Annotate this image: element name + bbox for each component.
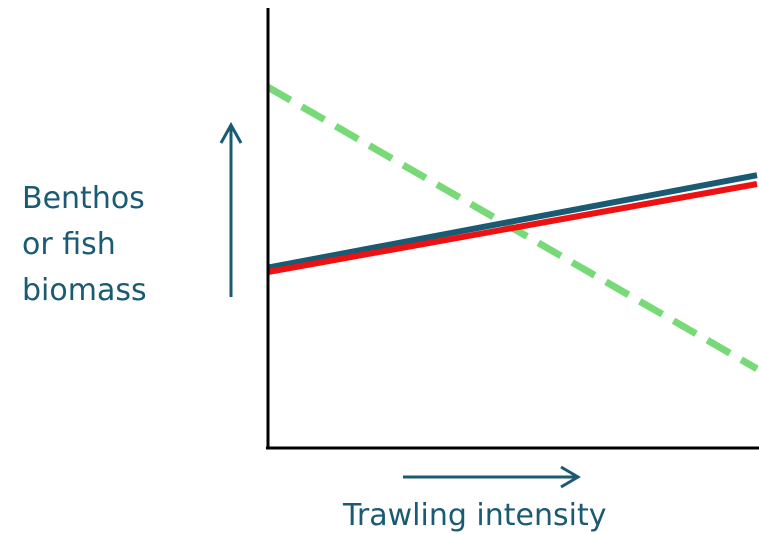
series-line-2	[267, 172, 758, 271]
x-axis-label: Trawling intensity	[342, 498, 607, 533]
y-axis-label-line-2: or fish	[22, 227, 116, 262]
y-direction-arrow	[219, 121, 243, 297]
x-direction-arrow	[403, 465, 581, 489]
y-axis-label-line-3: biomass	[22, 273, 147, 308]
series-line-3	[267, 181, 758, 275]
y-axis-label-line-1: Benthos	[22, 181, 145, 216]
series-layer	[266, 84, 759, 372]
